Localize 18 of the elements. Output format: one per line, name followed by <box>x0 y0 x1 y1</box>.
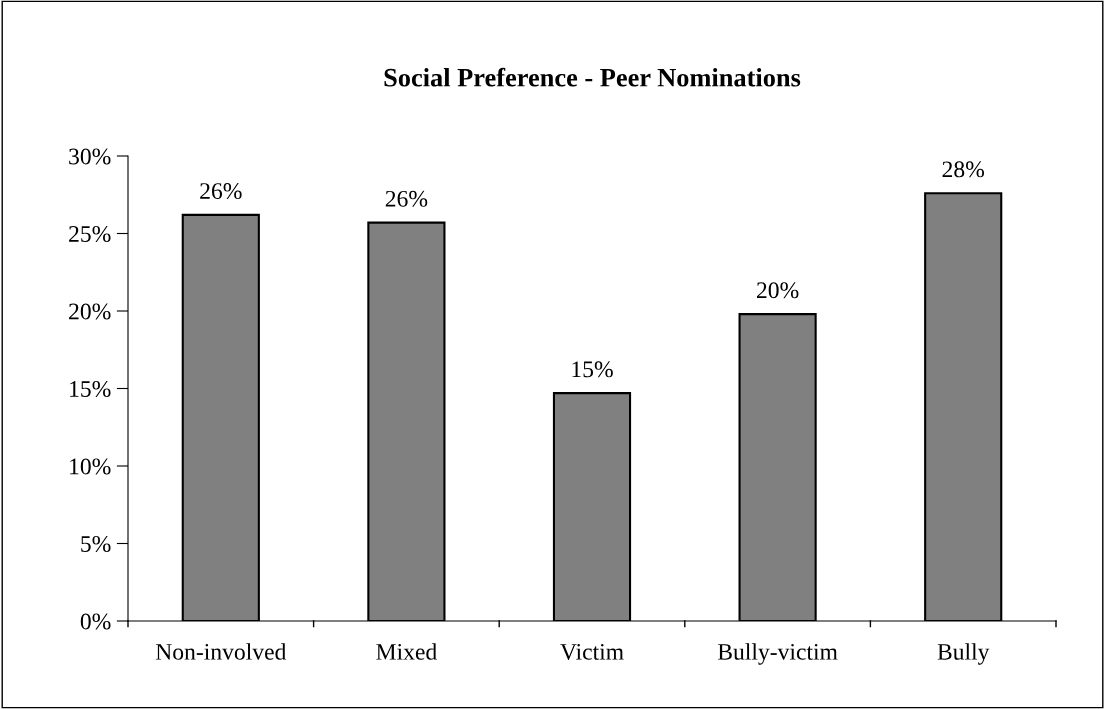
data-label: 28% <box>942 161 985 178</box>
y-tick-label: 10% <box>70 458 111 475</box>
x-tick-label: Mixed <box>376 643 437 660</box>
x-tick-label: Bully-victim <box>717 643 838 665</box>
x-tick-label: Bully <box>937 643 990 665</box>
data-label: 20% <box>757 282 799 299</box>
y-tick-label: 5% <box>81 535 111 552</box>
y-tick-label: 30% <box>69 148 111 165</box>
x-tick-label: Non-involved <box>155 643 287 660</box>
y-tick-label: 0% <box>80 613 111 630</box>
data-label: 26% <box>200 183 242 200</box>
data-label: 15% <box>572 361 613 378</box>
y-tick-label: 20% <box>69 303 111 320</box>
chart-title: Social Preference - Peer Nominations <box>384 67 801 87</box>
y-tick-label: 15% <box>70 380 111 397</box>
x-tick-label: Victim <box>560 643 624 660</box>
data-label: 26% <box>385 190 428 207</box>
y-tick-label: 25% <box>69 225 111 242</box>
